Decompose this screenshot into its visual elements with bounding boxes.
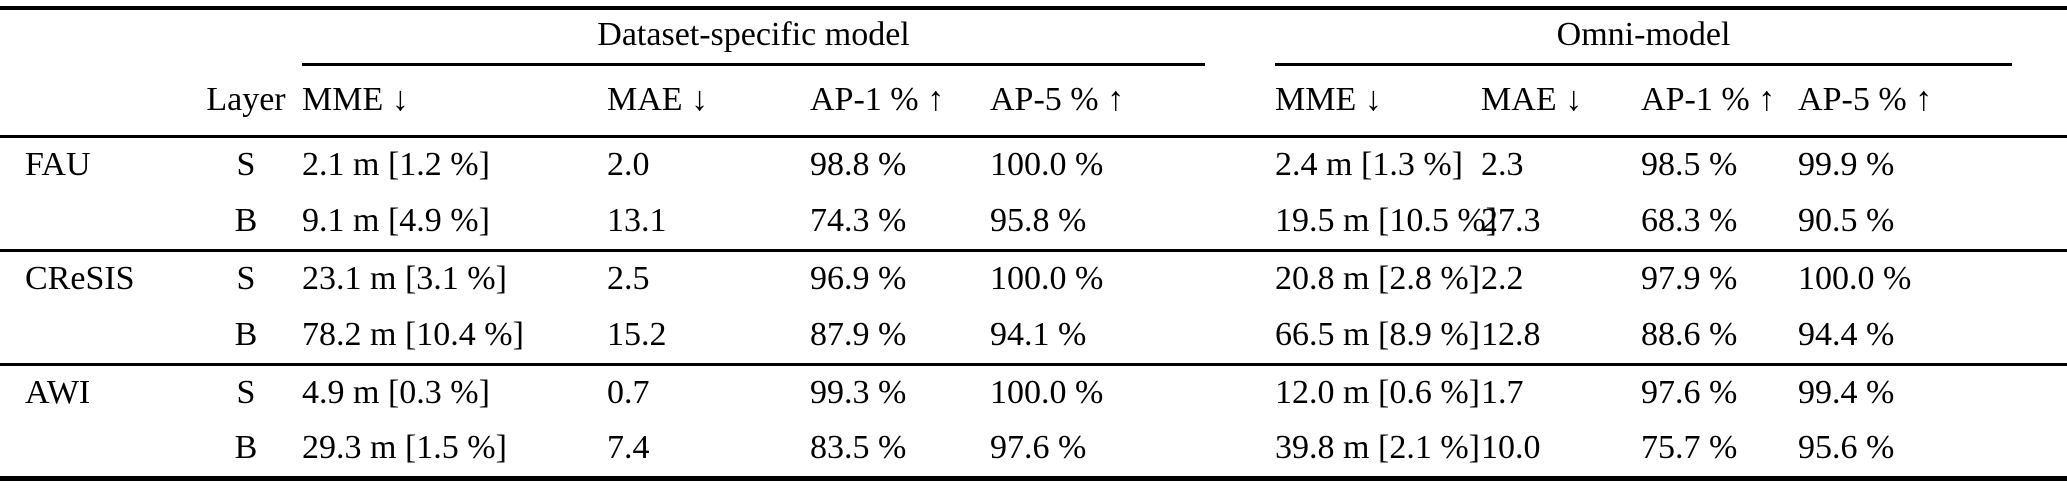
metric-cell: 99.3 %: [810, 374, 907, 412]
column-header-ap5-omni: AP-5 % ↑: [1798, 66, 2067, 138]
column-group-header-row: Dataset-specific model Omni-model: [0, 8, 2067, 66]
layer-cell: S: [236, 146, 256, 184]
metric-cell: 98.5 %: [1641, 146, 1738, 184]
layer-cell: B: [190, 193, 302, 252]
metric-cell: 83.5 %: [810, 429, 907, 467]
metric-cell: 68.3 %: [1641, 193, 1799, 252]
table-row-awi-s: AWI S 4.9 m [0.3 %] 0.7 99.3 % 100.0 % 1…: [0, 364, 2067, 421]
metric-cell: 94.4 %: [1798, 307, 2067, 366]
metric-cell: 7.4: [607, 429, 650, 467]
dataset-label: [0, 307, 190, 366]
metric-cell: 99.4 %: [1798, 374, 1895, 412]
metric-cell: 66.5 m [8.9 %]: [1275, 307, 1482, 366]
metric-cell: 98.8 %: [810, 146, 907, 184]
table-row-fau-s: FAU S 2.1 m [1.2 %] 2.0 98.8 % 100.0 % 2…: [0, 136, 2067, 193]
metric-cell: 13.1: [607, 193, 810, 252]
metric-cell: 2.0: [607, 146, 650, 184]
metric-cell: 1.7: [1481, 374, 1524, 412]
metric-cell: 95.6 %: [1798, 429, 1895, 467]
metrics-table: Dataset-specific model Omni-model Layer …: [0, 6, 2067, 481]
layer-cell: B: [234, 429, 258, 467]
metric-cell: 2.1 m [1.2 %]: [302, 146, 490, 184]
metric-cell: 78.2 m [10.4 %]: [302, 307, 607, 366]
metric-cell: 19.5 m [10.5 %]: [1275, 193, 1497, 252]
metric-cell: 74.3 %: [810, 193, 990, 252]
dataset-label: [0, 193, 190, 252]
metric-cell: 90.5 %: [1798, 193, 2067, 252]
metric-cell: 9.1 m [4.9 %]: [302, 193, 607, 252]
metric-cell: 97.6 %: [1641, 374, 1738, 412]
column-group-dataset-specific: Dataset-specific model: [302, 8, 1275, 66]
metric-cell: 97.6 %: [990, 429, 1087, 467]
metric-cell: 2.4 m [1.3 %]: [1275, 146, 1463, 184]
metric-cell: 96.9 %: [810, 260, 907, 298]
column-header-mme-omni: MME ↓: [1275, 66, 1482, 138]
metric-cell: 12.8: [1481, 307, 1642, 366]
dataset-specific-group-label: Dataset-specific model: [597, 16, 910, 53]
metric-cell: 75.7 %: [1641, 429, 1738, 467]
column-header-ap1-omni: AP-1 % ↑: [1641, 66, 1799, 138]
layer-cell: S: [236, 260, 256, 298]
column-header-mme-ds: MME ↓: [302, 66, 607, 138]
column-header-dataset-empty: [0, 66, 190, 138]
metric-cell: 27.3: [1481, 193, 1642, 252]
metric-cell: 100.0 %: [990, 146, 1104, 184]
column-header-ap5-ds: AP-5 % ↑: [990, 66, 1276, 138]
column-group-omni: Omni-model: [1275, 8, 2067, 66]
metric-cell: 10.0: [1481, 429, 1541, 467]
dataset-label: FAU: [25, 146, 91, 184]
metric-cell: 88.6 %: [1641, 307, 1799, 366]
metric-cell: 0.7: [607, 374, 650, 412]
omni-group-rule: Omni-model: [1275, 16, 2013, 66]
metric-cell: 12.0 m [0.6 %]: [1275, 374, 1480, 412]
metric-cell: 94.1 %: [990, 307, 1276, 366]
metric-cell: 95.8 %: [990, 193, 1276, 252]
column-header-row: Layer MME ↓ MAE ↓ AP-1 % ↑ AP-5 % ↑ MME …: [0, 66, 2067, 138]
metric-cell: 100.0 %: [990, 260, 1104, 298]
metric-cell: 87.9 %: [810, 307, 990, 366]
omni-group-label: Omni-model: [1556, 16, 1731, 53]
metric-cell: 4.9 m [0.3 %]: [302, 374, 490, 412]
table-row-fau-b: B 9.1 m [4.9 %] 13.1 74.3 % 95.8 % 19.5 …: [0, 193, 2067, 252]
metric-cell: 20.8 m [2.8 %]: [1275, 260, 1480, 298]
dataset-label: [0, 421, 190, 478]
metric-cell: 15.2: [607, 307, 810, 366]
column-header-layer: Layer: [190, 66, 302, 138]
metric-cell: 100.0 %: [990, 374, 1104, 412]
metric-cell: 99.9 %: [1798, 146, 1895, 184]
metric-cell: 39.8 m [2.1 %]: [1275, 429, 1480, 467]
table-row-cresis-s: CReSIS S 23.1 m [3.1 %] 2.5 96.9 % 100.0…: [0, 250, 2067, 307]
dataset-label: AWI: [25, 374, 91, 412]
layer-cell: S: [236, 374, 256, 412]
metric-cell: 2.5: [607, 260, 650, 298]
metric-cell: 2.2: [1481, 260, 1524, 298]
metric-cell: 23.1 m [3.1 %]: [302, 260, 507, 298]
column-header-ap1-ds: AP-1 % ↑: [810, 66, 990, 138]
metric-cell: 2.3: [1481, 146, 1524, 184]
column-header-mae-omni: MAE ↓: [1481, 66, 1642, 138]
metric-cell: 100.0 %: [1798, 260, 1912, 298]
column-header-mae-ds: MAE ↓: [607, 66, 810, 138]
table-row-awi-b: B 29.3 m [1.5 %] 7.4 83.5 % 97.6 % 39.8 …: [0, 421, 2067, 478]
layer-cell: B: [190, 307, 302, 366]
table-row-cresis-b: B 78.2 m [10.4 %] 15.2 87.9 % 94.1 % 66.…: [0, 307, 2067, 366]
group-header-spacer: [0, 8, 302, 66]
dataset-label: CReSIS: [25, 260, 135, 298]
dataset-specific-group-rule: Dataset-specific model: [302, 16, 1206, 66]
metric-cell: 29.3 m [1.5 %]: [302, 429, 507, 467]
metric-cell: 97.9 %: [1641, 260, 1738, 298]
